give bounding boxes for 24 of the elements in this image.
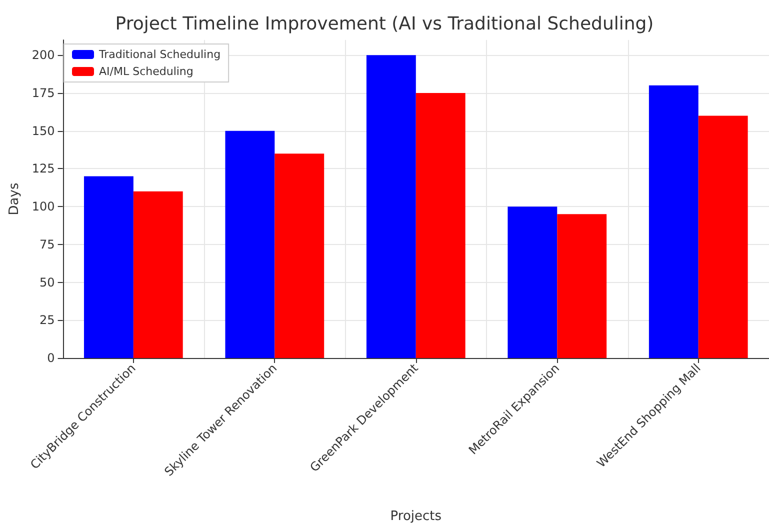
bar <box>225 130 275 358</box>
bar <box>366 55 416 358</box>
chart-title: Project Timeline Improvement (AI vs Traditional Scheduling) <box>115 14 654 34</box>
y-tick-label: 200 <box>32 48 55 62</box>
x-axis-title: Projects <box>390 509 442 524</box>
y-tick-label: 75 <box>40 237 55 252</box>
y-tick-label: 175 <box>32 86 55 100</box>
y-tick-label: 0 <box>47 351 55 365</box>
y-tick-label: 25 <box>40 313 55 328</box>
bar <box>274 154 324 358</box>
y-tick-label: 100 <box>32 200 55 214</box>
y-tick-label: 150 <box>32 124 55 138</box>
bar <box>416 93 466 358</box>
legend-label: Traditional Scheduling <box>98 48 221 61</box>
y-tick-label: 50 <box>40 275 55 290</box>
y-tick-label: 125 <box>32 162 55 176</box>
bar <box>698 116 748 358</box>
bar <box>557 214 607 358</box>
bar <box>508 206 558 358</box>
bar <box>84 176 134 358</box>
legend-label: AI/ML Scheduling <box>99 65 194 78</box>
bar <box>648 85 698 358</box>
bar <box>133 191 183 358</box>
y-axis-title: Days <box>7 182 22 216</box>
